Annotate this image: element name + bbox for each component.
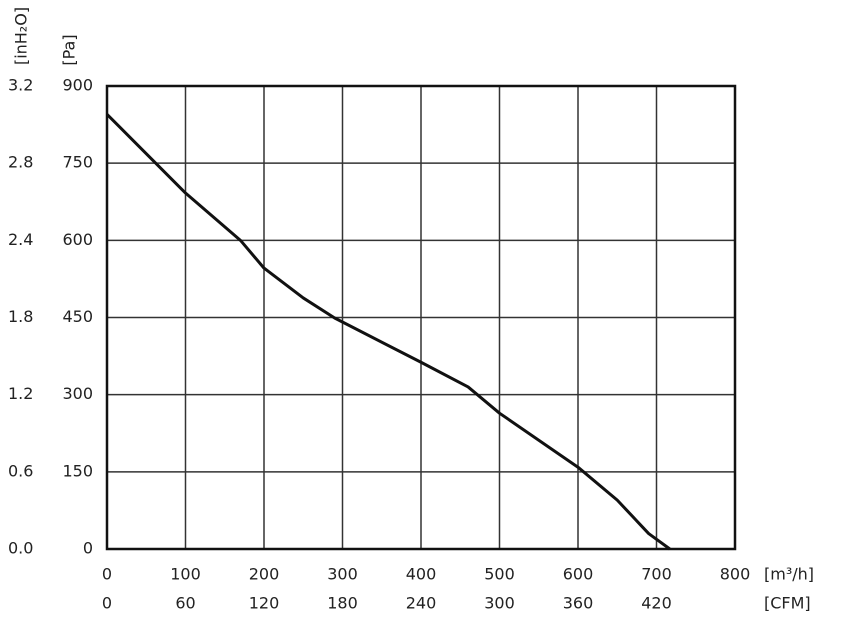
y2-tick-label: 2.8 [8, 153, 33, 172]
curve [105, 113, 671, 551]
x-tick-label: 600 [563, 565, 594, 584]
y2-tick-label: 0.6 [8, 461, 33, 480]
y-tick-label: 0 [83, 539, 93, 558]
y-tick-label: 750 [62, 153, 93, 172]
plot-frame [105, 84, 737, 551]
y2-tick-label: 1.8 [8, 307, 33, 326]
x-tick-label: 0 [102, 565, 112, 584]
x2-tick-label: 0 [102, 594, 112, 613]
y-axis-label: [Pa] [60, 34, 79, 65]
x2-tick-label: 240 [406, 594, 437, 613]
x2-axis-label: [CFM] [764, 594, 811, 613]
x-tick-label: 200 [249, 565, 280, 584]
x-tick-label: 800 [720, 565, 751, 584]
y2-tick-label: 2.4 [8, 230, 33, 249]
x-tick-label: 300 [327, 565, 358, 584]
y2-axis-label: [inH₂O] [12, 7, 31, 65]
x-tick-label: 500 [484, 565, 515, 584]
x2-tick-label: 180 [327, 594, 358, 613]
x-axis-label: [m³/h] [764, 565, 814, 584]
y-tick-label: 300 [62, 384, 93, 403]
x-tick-label: 100 [170, 565, 201, 584]
y-tick-label: 600 [62, 230, 93, 249]
y2-tick-label: 3.2 [8, 76, 33, 95]
y-tick-label: 150 [62, 461, 93, 480]
y2-tick-label: 1.2 [8, 384, 33, 403]
y-tick-label: 450 [62, 307, 93, 326]
y2-tick-label: 0.0 [8, 539, 33, 558]
y-tick-label: 900 [62, 76, 93, 95]
x2-tick-label: 60 [175, 594, 195, 613]
x2-tick-label: 300 [484, 594, 515, 613]
x2-tick-label: 420 [641, 594, 672, 613]
x2-tick-label: 360 [563, 594, 594, 613]
x-tick-label: 400 [406, 565, 437, 584]
x-tick-label: 700 [641, 565, 672, 584]
x2-tick-label: 120 [249, 594, 280, 613]
